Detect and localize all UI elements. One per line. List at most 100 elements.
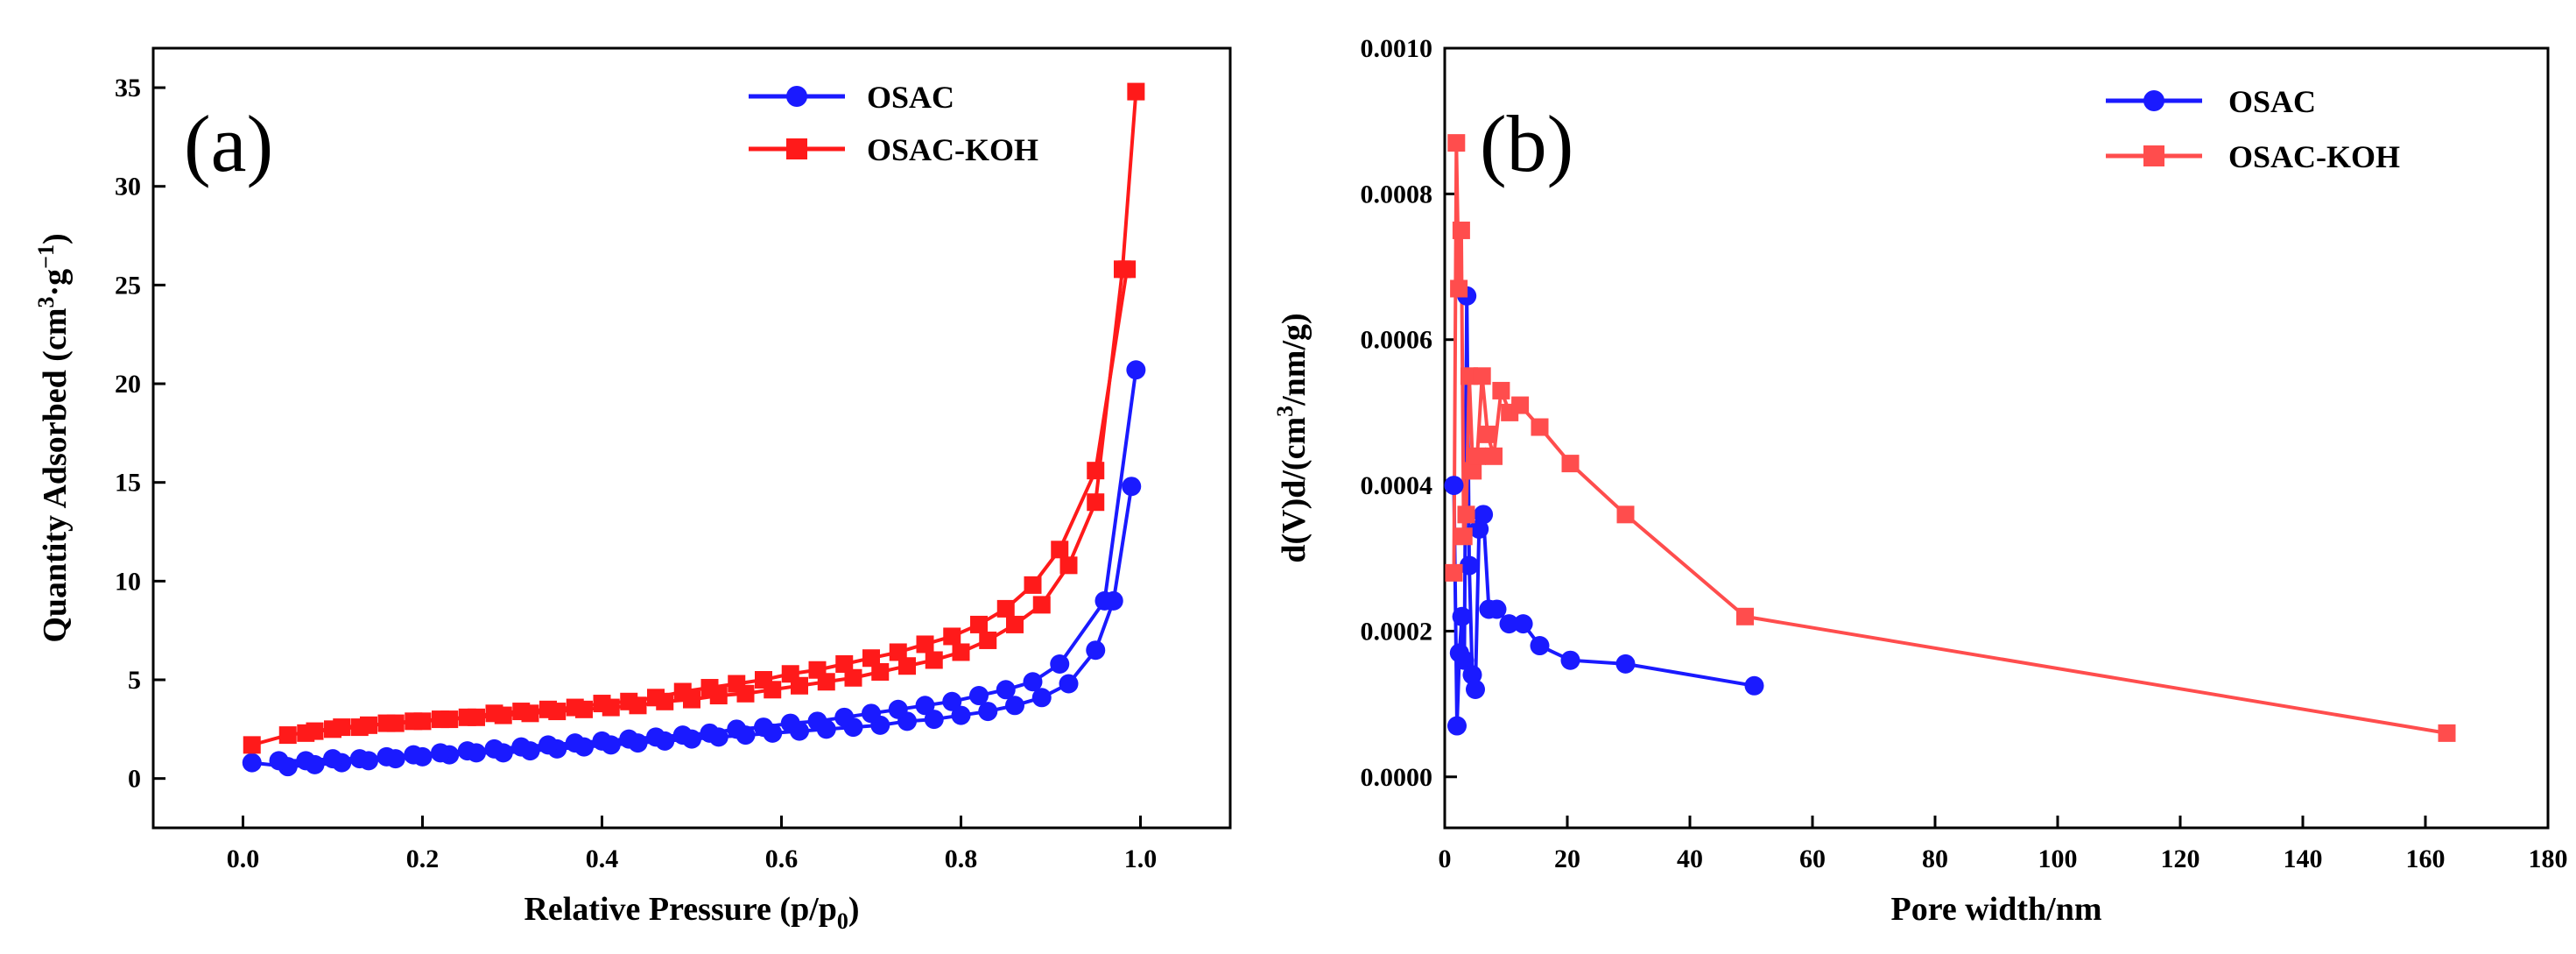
data-point-osac — [1474, 505, 1494, 525]
data-point-osac-koh — [1473, 367, 1491, 385]
data-point-osac-koh — [1492, 381, 1510, 399]
x-tick-label: 100 — [2038, 844, 2078, 873]
data-point-osac-desorption — [834, 707, 855, 727]
data-point-osac-koh — [1561, 455, 1580, 473]
data-point-osac-desorption — [996, 680, 1016, 700]
data-point-osac-desorption — [700, 723, 720, 743]
y-tick-label: 25 — [115, 271, 141, 300]
data-point-osac-koh-desorption — [808, 661, 827, 679]
data-point-osac-koh-desorption — [350, 718, 369, 737]
data-point-osac — [1487, 599, 1507, 619]
legend-b: OSAC OSAC-KOH — [2106, 84, 2400, 174]
data-point-osac-koh-desorption — [916, 635, 934, 654]
data-point-osac-koh — [1531, 418, 1549, 436]
data-point-osac — [1469, 519, 1489, 539]
series-lines-a — [251, 91, 1138, 769]
data-point-osac-koh — [1464, 462, 1482, 480]
data-point-osac-koh-adsorption — [1087, 493, 1105, 512]
data-point-osac-desorption — [377, 746, 397, 767]
x-tick-label: 0.0 — [227, 844, 260, 873]
data-point-osac — [1744, 675, 1764, 696]
data-point-osac-koh-desorption — [458, 708, 476, 726]
data-point-osac-desorption — [646, 727, 665, 747]
data-point-osac-desorption — [484, 738, 504, 759]
data-point-osac-koh-desorption — [700, 679, 719, 697]
plot-frame-b — [1443, 46, 2550, 830]
x-tick-label: 180 — [2529, 844, 2568, 873]
series-line-osac-koh-adsorption — [251, 91, 1138, 747]
data-point-osac-desorption — [592, 731, 612, 751]
panel-a: 0.0 0.2 0.4 0.6 0.8 1.0 0 5 10 15 20 25 30 35 (a) OS… — [33, 46, 1232, 934]
data-point-osac-koh-desorption — [539, 700, 557, 718]
data-point-osac-koh-desorption — [1024, 576, 1042, 594]
data-point-osac-koh — [1452, 221, 1470, 239]
data-point-osac-koh — [1468, 447, 1487, 465]
legend-b-osac-label: OSAC — [2228, 84, 2316, 119]
data-point-osac — [1499, 614, 1519, 634]
data-point-osac-koh-desorption — [1087, 462, 1105, 480]
x-tick-label: 0.4 — [586, 844, 619, 873]
data-point-osac-koh — [1616, 505, 1635, 524]
data-point-osac-desorption — [269, 751, 289, 771]
x-tick-label: 1.0 — [1124, 844, 1158, 873]
series-lines-b — [1452, 141, 2447, 735]
data-point-osac-adsorption — [1122, 477, 1142, 497]
series-markers-b — [1444, 134, 2456, 742]
y-axis-ticks-a: 0 5 10 15 20 25 30 35 — [115, 74, 165, 794]
data-point-osac-desorption — [862, 703, 881, 724]
series-line-osac-koh — [1452, 141, 2447, 735]
data-point-osac-adsorption — [924, 710, 944, 730]
x-tick-label: 0.8 — [945, 844, 978, 873]
y-tick-label: 0.0000 — [1361, 763, 1433, 792]
legend-b-koh-marker — [2143, 145, 2164, 166]
legend-a-osac-label: OSAC — [867, 80, 954, 115]
data-point-osac-koh-desorption — [673, 682, 692, 701]
data-point-osac-koh — [2438, 724, 2456, 742]
legend-b-osac-marker — [2143, 90, 2164, 111]
y-tick-label: 35 — [115, 74, 141, 102]
data-point-osac-desorption — [1126, 360, 1146, 380]
data-point-osac-koh — [1511, 396, 1530, 414]
y-axis-ticks-b: 0.0000 0.0002 0.0004 0.0006 0.0008 0.0010 — [1361, 34, 1457, 792]
y-tick-label: 10 — [115, 567, 141, 596]
x-tick-label: 0.2 — [406, 844, 440, 873]
series-markers-a — [242, 82, 1146, 777]
data-point-osac-koh-desorption — [620, 692, 638, 710]
data-point-osac-desorption — [1023, 672, 1043, 692]
data-point-osac-koh-adsorption — [243, 736, 261, 754]
data-point-osac-koh — [1450, 279, 1468, 298]
data-point-osac-koh-desorption — [405, 712, 423, 731]
data-point-osac — [1615, 654, 1636, 674]
x-tick-label: 0.6 — [765, 844, 799, 873]
data-point-osac-desorption — [1094, 590, 1115, 611]
series-line-osac-koh-desorption — [305, 269, 1130, 735]
x-tick-label: 40 — [1677, 844, 1703, 873]
data-point-osac-desorption — [349, 749, 370, 769]
data-point-osac-koh-desorption — [889, 643, 907, 661]
data-point-osac-koh-desorption — [781, 665, 799, 683]
legend-b-koh-label: OSAC-KOH — [2228, 139, 2400, 174]
y-tick-label: 20 — [115, 370, 141, 399]
y-tick-label: 15 — [115, 469, 141, 498]
x-tick-label: 120 — [2161, 844, 2200, 873]
data-point-osac-koh-desorption — [728, 675, 746, 693]
y-tick-label: 30 — [115, 173, 141, 201]
x-tick-label: 140 — [2284, 844, 2323, 873]
data-point-osac-desorption — [780, 713, 800, 733]
data-point-osac-adsorption — [1086, 640, 1106, 661]
data-point-osac-koh-desorption — [485, 704, 503, 723]
data-point-osac-koh-desorption — [647, 689, 665, 707]
data-point-osac — [1444, 476, 1464, 496]
data-point-osac-koh-adsorption — [979, 631, 997, 649]
data-point-osac-adsorption — [242, 753, 262, 773]
data-point-osac-adsorption — [1031, 688, 1052, 708]
data-point-osac-adsorption — [1005, 696, 1024, 716]
data-point-osac-desorption — [969, 686, 989, 706]
y-tick-label: 0.0004 — [1361, 471, 1433, 500]
data-point-osac-koh-desorption — [835, 654, 854, 673]
x-tick-label: 20 — [1554, 844, 1580, 873]
data-point-osac-desorption — [538, 735, 558, 755]
data-point-osac-koh-desorption — [943, 627, 961, 646]
data-point-osac-koh-desorption — [324, 720, 341, 738]
